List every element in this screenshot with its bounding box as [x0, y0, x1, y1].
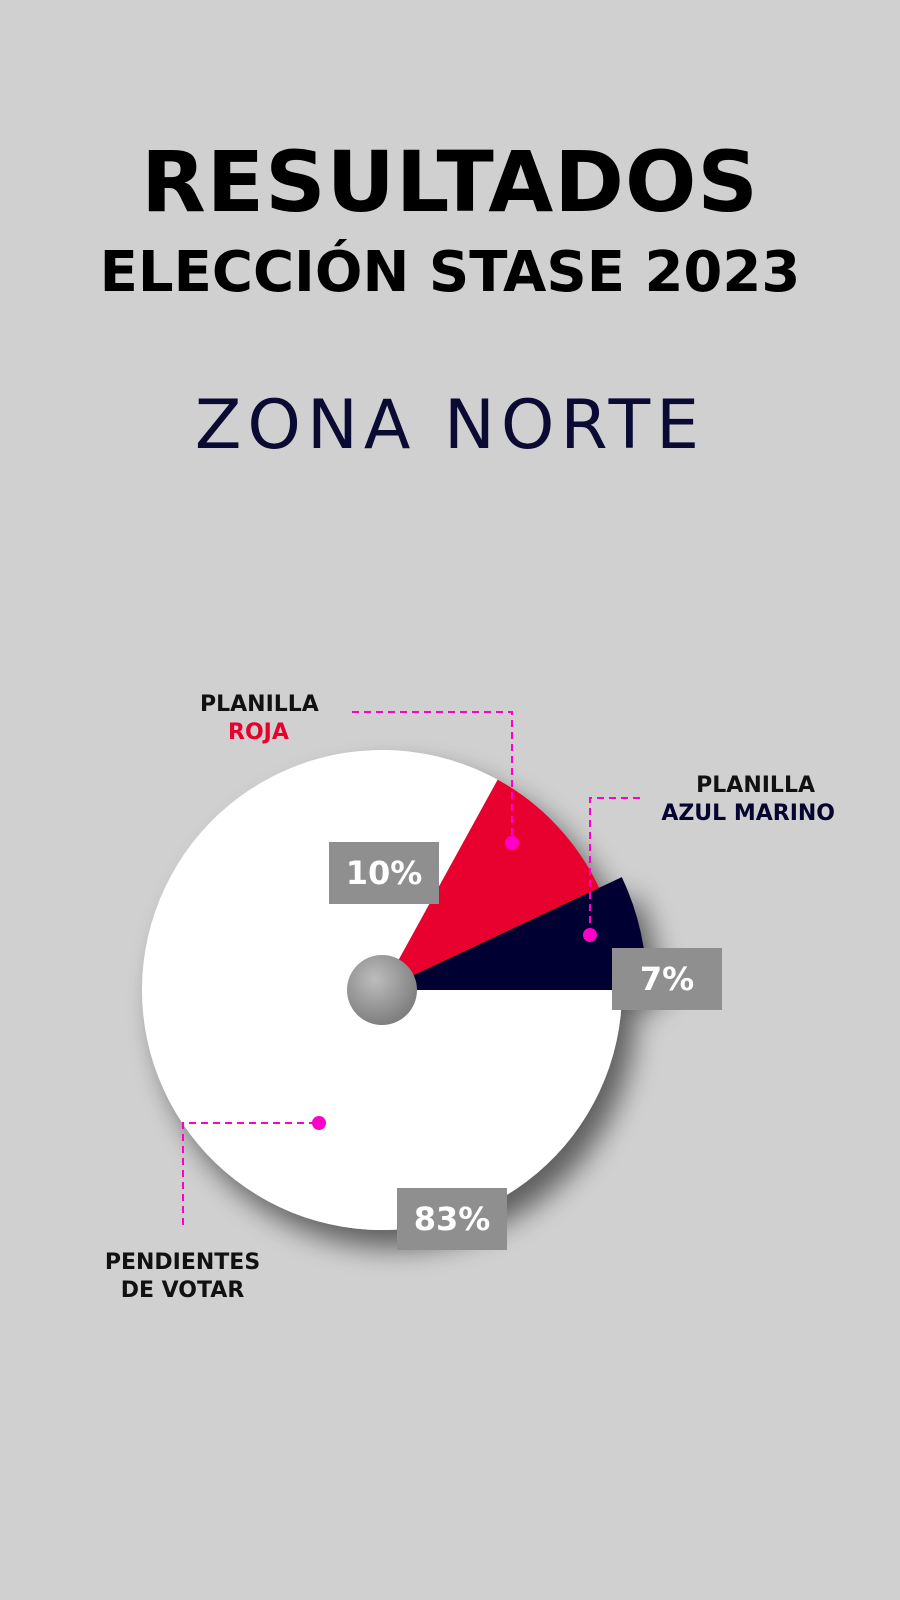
label-planilla-roja-line2: ROJA [228, 720, 289, 745]
label-planilla-azul-line2: AZUL MARINO [661, 801, 835, 826]
leader-lines [182, 711, 640, 1225]
page-subtitle: ELECCIÓN STASE 2023 [99, 240, 801, 305]
label-planilla-azul-marino: PLANILLA AZUL MARINO [640, 772, 835, 828]
leader-dot-azul-marino [583, 928, 597, 942]
value-label-roja: 10% [329, 842, 439, 904]
leader-line-pendientes [182, 1122, 319, 1225]
value-label-azul-marino: 7% [612, 948, 722, 1010]
slice-planilla-azul-marino [382, 877, 647, 990]
label-planilla-roja-line1: PLANILLA [200, 692, 319, 717]
pie-center-hole [347, 955, 417, 1025]
label-planilla-azul-line1: PLANILLA [696, 773, 815, 798]
leader-line-azul-marino [589, 797, 640, 935]
page-title: RESULTADOS [141, 133, 759, 231]
leader-dot-roja [505, 836, 519, 850]
slice-planilla-roja [382, 779, 600, 990]
label-pendientes-de-votar: PENDIENTES DE VOTAR [100, 1249, 265, 1305]
label-planilla-roja: PLANILLA ROJA [200, 691, 319, 747]
label-pendientes-line2: DE VOTAR [120, 1278, 245, 1303]
value-label-pendientes: 83% [397, 1188, 507, 1250]
label-pendientes-line1: PENDIENTES [104, 1250, 261, 1275]
zone-title: ZONA NORTE [194, 386, 706, 465]
leader-dot-pendientes [312, 1116, 326, 1130]
leader-line-roja [352, 711, 513, 843]
